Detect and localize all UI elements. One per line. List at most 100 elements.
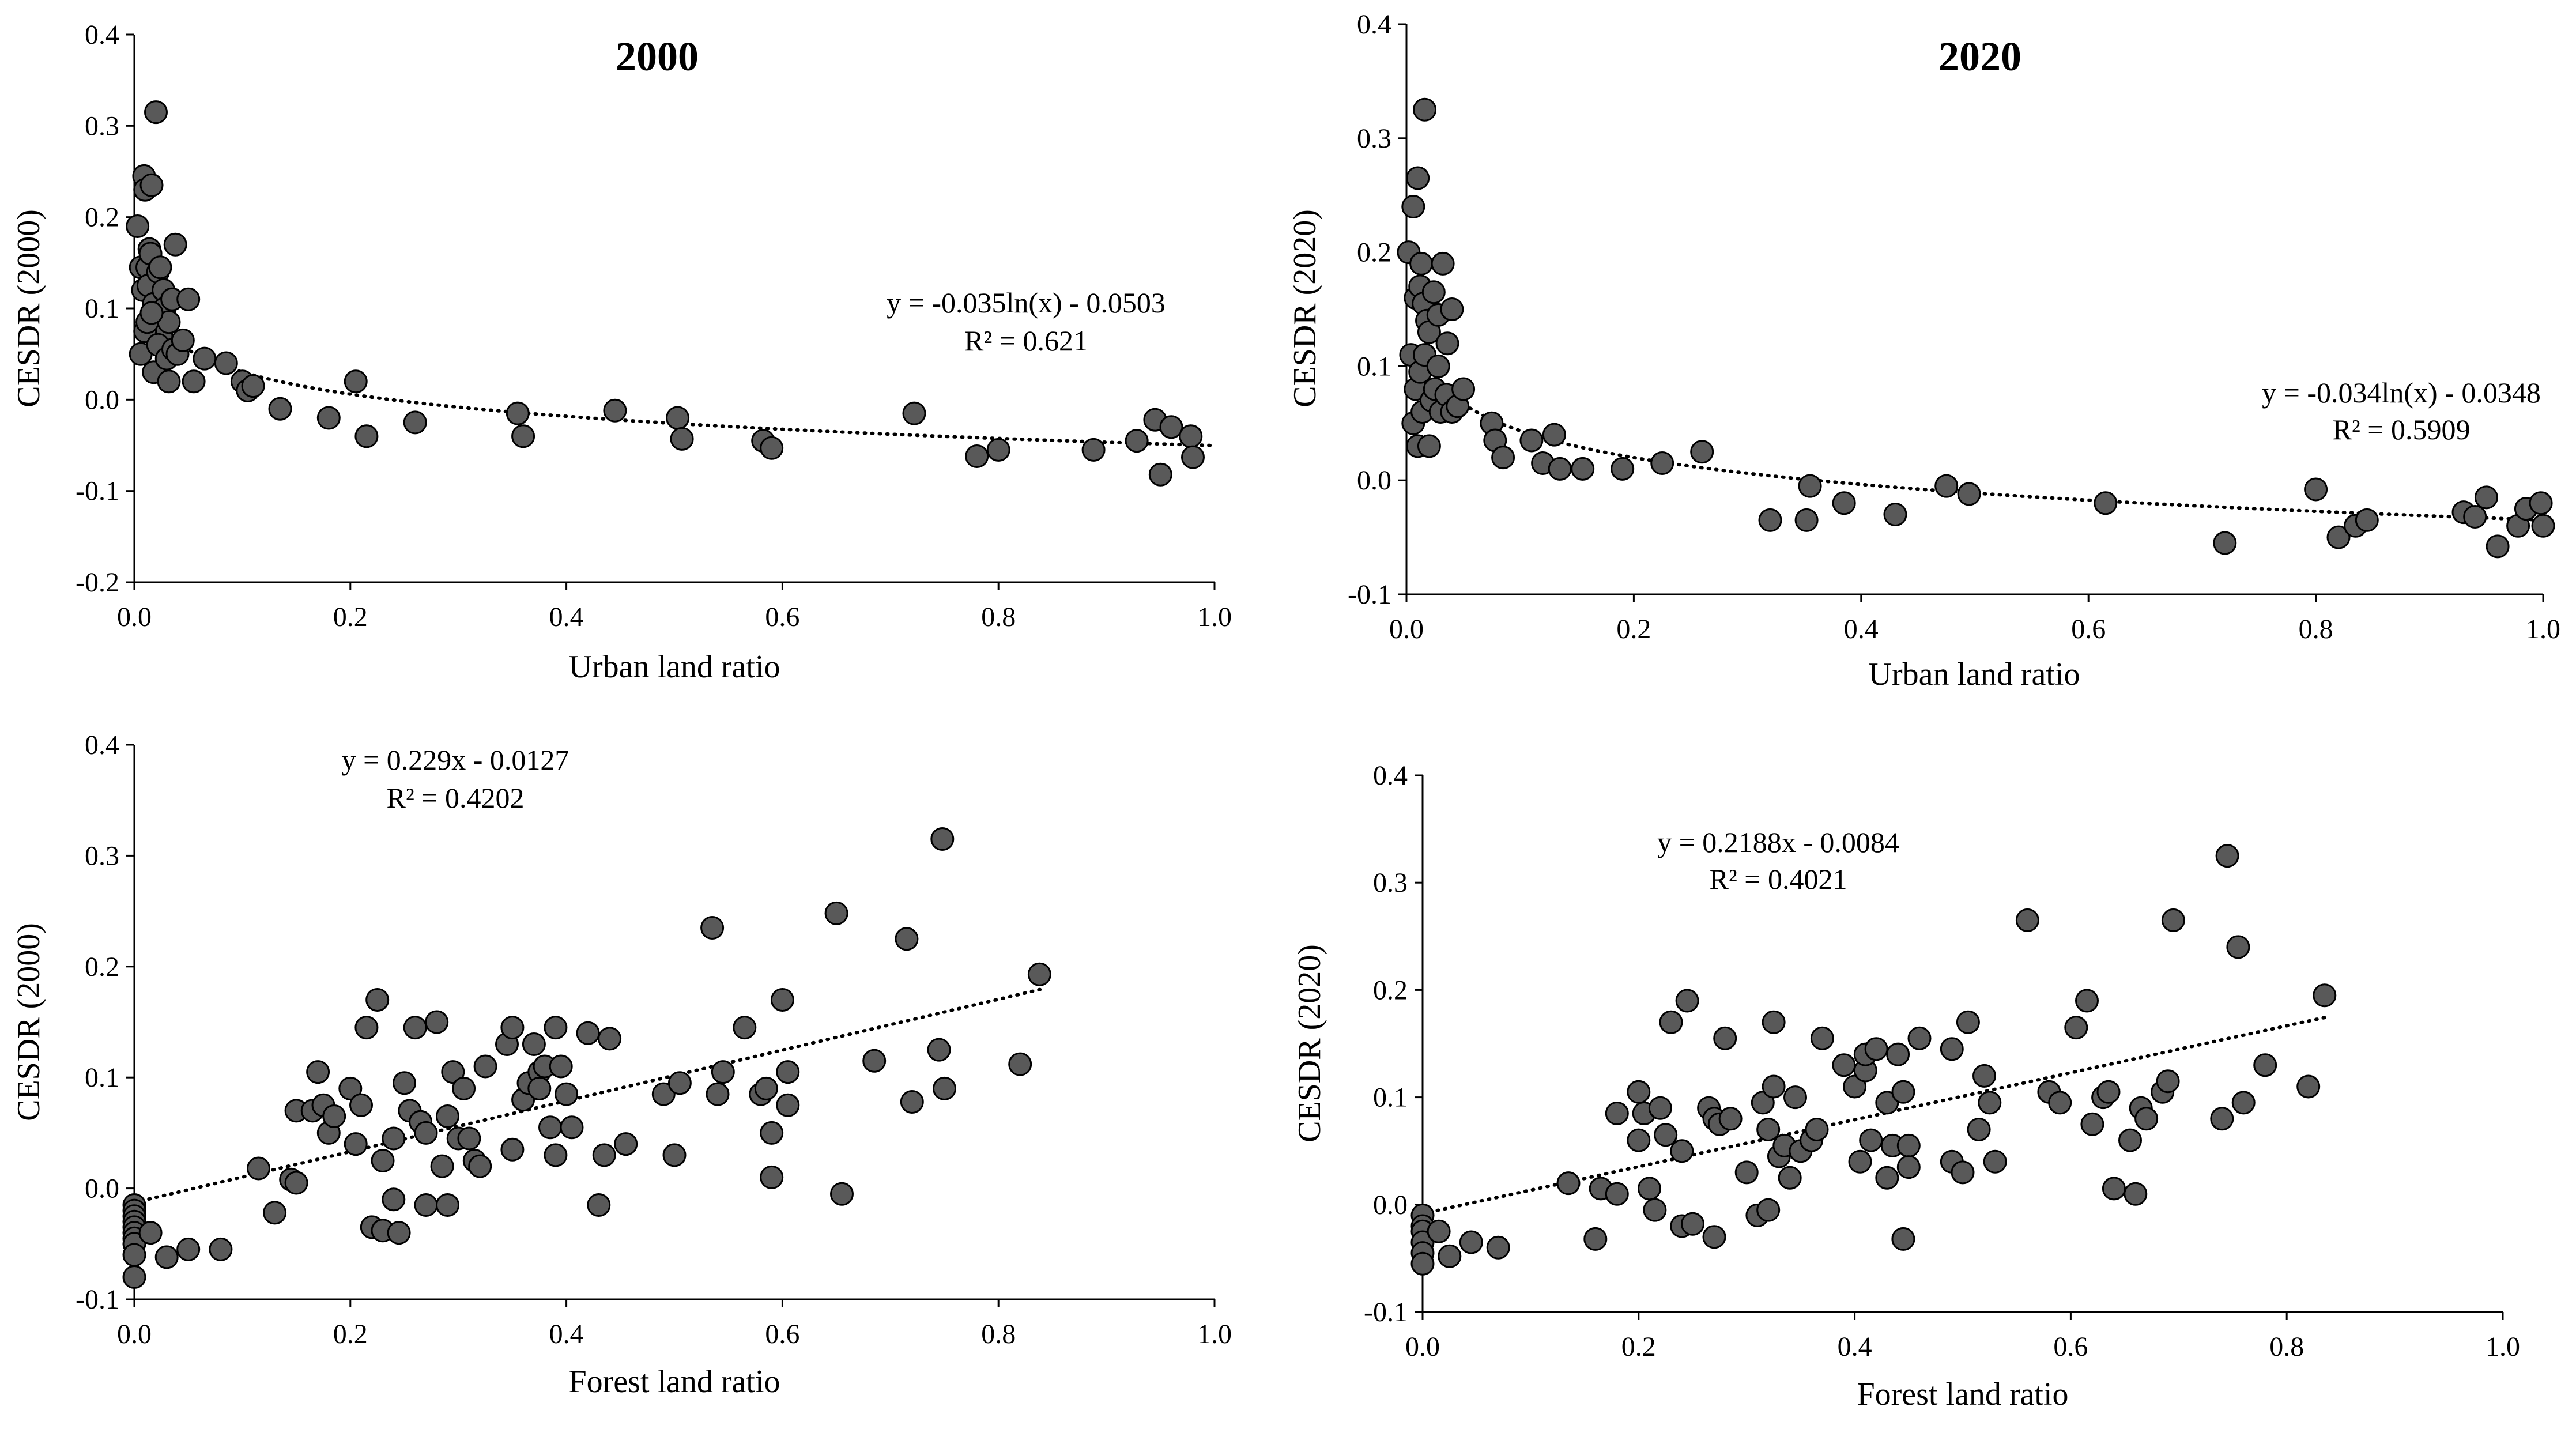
data-point [1627, 1080, 1651, 1104]
y-tick-label: 0.0 [85, 384, 119, 415]
data-point [1896, 1155, 1921, 1179]
data-point [2124, 1182, 2148, 1206]
data-point [1972, 1064, 1996, 1088]
y-tick-label: 0.1 [1357, 351, 1391, 382]
data-point [1751, 1091, 1775, 1115]
data-point [365, 988, 390, 1012]
data-point [1886, 1042, 1910, 1066]
r-squared-label: R² = 0.621 [964, 325, 1088, 357]
data-point [1940, 1037, 1964, 1061]
data-point [1431, 251, 1455, 276]
data-point [436, 1193, 459, 1217]
data-point [2355, 508, 2379, 532]
data-point [1843, 1074, 1867, 1099]
data-point [776, 1093, 800, 1117]
data-point [700, 916, 725, 940]
data-point [1627, 1128, 1651, 1152]
y-tick-label: 0.2 [85, 202, 119, 233]
y-tick-label: 0.0 [85, 1174, 119, 1204]
y-tick-label: 0.2 [1357, 237, 1391, 268]
data-point [830, 1182, 854, 1206]
y-tick-label: 0.0 [1357, 465, 1391, 496]
data-point [2231, 1091, 2256, 1115]
data-point [436, 1104, 459, 1128]
data-point [1907, 1026, 1932, 1050]
data-point [2075, 989, 2099, 1013]
data-point [1762, 1074, 1786, 1099]
data-point [1891, 1080, 1915, 1104]
data-point [614, 1132, 638, 1156]
data-point [163, 232, 187, 257]
trendline [1444, 388, 2545, 522]
data-point [2102, 1177, 2126, 1201]
data-point [171, 328, 195, 352]
panel-forest-2020: -0.1 0.0 0.1 0.2 0.3 0.4 0.0 0.2 0.4 0.6 0.8 1.0 y =… [1292, 760, 2520, 1412]
data-point [862, 1049, 887, 1073]
data-point [1410, 1251, 1435, 1276]
data-point [414, 1193, 438, 1217]
data-point [387, 1221, 411, 1245]
data-point [603, 398, 627, 423]
data-point [662, 1143, 687, 1167]
x-tick-label: 0.2 [1621, 1332, 1656, 1362]
data-point [284, 1171, 308, 1195]
data-point [1519, 428, 1544, 453]
y-tick-label: -0.1 [1364, 1297, 1408, 1328]
data-point [1896, 1133, 1921, 1157]
data-point [927, 1038, 951, 1062]
data-point [414, 1121, 438, 1145]
x-tick-label: 0.4 [1844, 614, 1879, 644]
x-tick-label: 1.0 [1197, 1319, 1232, 1349]
x-tick-label: 1.0 [2526, 614, 2560, 644]
data-point [2096, 1080, 2121, 1104]
r-squared-label: R² = 0.5909 [2332, 413, 2470, 446]
data-point [344, 369, 368, 394]
y-tick-label: 0.2 [1373, 975, 1408, 1005]
data-point [349, 1093, 373, 1117]
data-point [1675, 989, 1699, 1013]
data-point [430, 1154, 454, 1178]
data-point [1426, 354, 1450, 378]
data-point [139, 173, 164, 197]
y-axis-label: CESDR (2000) [11, 923, 47, 1121]
x-tick-label: 0.8 [2269, 1332, 2304, 1362]
x-tick-label: 0.0 [1405, 1332, 1440, 1362]
trendline [170, 337, 1216, 447]
data-point [587, 1193, 611, 1217]
data-point [1859, 1128, 1883, 1152]
data-point [268, 397, 292, 421]
data-point [441, 1060, 465, 1084]
x-tick-label: 0.2 [333, 1319, 368, 1349]
data-point [144, 100, 168, 125]
data-point [2253, 1053, 2277, 1077]
data-point [2326, 525, 2351, 549]
data-point [760, 1165, 784, 1189]
data-point [122, 1265, 146, 1289]
data-point [425, 1010, 449, 1034]
y-tick-label: 0.4 [85, 730, 119, 760]
data-point [393, 1071, 416, 1095]
x-axis-label: Forest land ratio [568, 1364, 780, 1400]
data-point [527, 1076, 552, 1100]
data-point [2015, 908, 2039, 932]
data-point [403, 1016, 427, 1040]
y-tick-label: 0.4 [1357, 9, 1391, 40]
data-point [1401, 195, 1425, 218]
data-point [2210, 1107, 2234, 1131]
data-point [1643, 1198, 1667, 1222]
data-point [209, 1237, 233, 1261]
data-point [1798, 474, 1822, 498]
y-tick-label: -0.1 [1348, 579, 1391, 610]
data-point [776, 1060, 800, 1084]
data-point [1159, 415, 1183, 439]
data-point [1556, 1171, 1581, 1196]
data-point [122, 1243, 146, 1267]
data-point [1081, 438, 1106, 462]
data-point [138, 1221, 163, 1245]
data-point [1438, 1244, 1462, 1268]
y-tick-label: -0.1 [76, 1284, 119, 1315]
data-point [457, 1126, 481, 1151]
y-tick-label: 0.1 [1373, 1083, 1408, 1113]
data-point [1848, 1149, 1872, 1174]
